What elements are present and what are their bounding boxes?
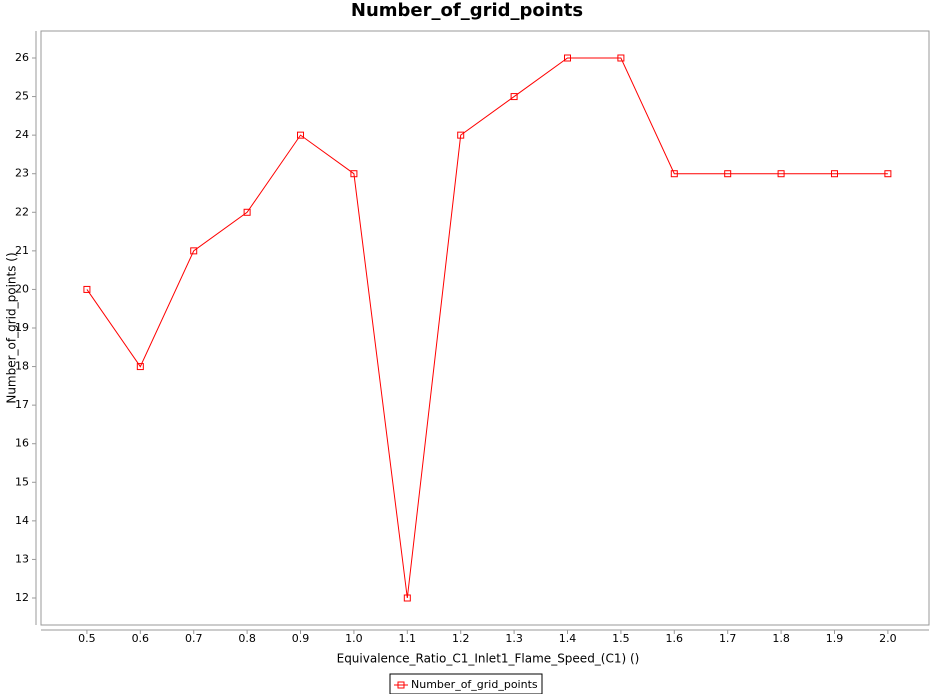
- x-tick-label: 1.7: [719, 632, 737, 645]
- legend-marker: [397, 681, 405, 689]
- point-marker: [190, 247, 198, 255]
- point-marker: [136, 363, 144, 371]
- x-tick-label: 2.0: [879, 632, 897, 645]
- point-marker: [830, 170, 838, 178]
- y-tick-label: 18: [15, 360, 29, 373]
- point-marker: [563, 54, 571, 62]
- point-marker: [777, 170, 785, 178]
- point-marker: [403, 594, 411, 602]
- point-marker: [83, 285, 91, 293]
- legend-box: [389, 673, 543, 694]
- y-tick-label: 24: [15, 128, 29, 141]
- point-marker: [884, 170, 892, 178]
- x-tick-label: 1.4: [559, 632, 577, 645]
- x-tick-label: 0.8: [238, 632, 256, 645]
- point-marker: [243, 208, 251, 216]
- y-tick-label: 13: [15, 552, 29, 565]
- point-marker: [510, 93, 518, 101]
- x-tick-label: 1.9: [826, 632, 844, 645]
- y-tick-label: 16: [15, 437, 29, 450]
- x-tick-label: 1.5: [612, 632, 630, 645]
- x-tick-label: 0.5: [78, 632, 96, 645]
- legend-label: Number_of_grid_points: [411, 678, 538, 691]
- y-tick-label: 15: [15, 475, 29, 488]
- x-axis-label: Equivalence_Ratio_C1_Inlet1_Flame_Speed_…: [337, 652, 640, 666]
- y-tick-label: 20: [15, 282, 29, 295]
- y-tick-label: 26: [15, 51, 29, 64]
- x-tick-label: 1.0: [345, 632, 363, 645]
- x-tick-label: 1.2: [452, 632, 470, 645]
- point-marker: [617, 54, 625, 62]
- y-tick-label: 19: [15, 321, 29, 334]
- y-tick-label: 14: [15, 514, 29, 527]
- x-tick-label: 1.3: [505, 632, 523, 645]
- y-tick-label: 17: [15, 398, 29, 411]
- x-tick-label: 0.7: [185, 632, 203, 645]
- point-marker: [724, 170, 732, 178]
- point-marker: [457, 131, 465, 139]
- y-tick-label: 12: [15, 591, 29, 604]
- series-line: [86, 57, 888, 599]
- x-tick-label: 1.8: [772, 632, 790, 645]
- y-tick-label: 22: [15, 205, 29, 218]
- y-tick-label: 25: [15, 90, 29, 103]
- y-tick-label: 21: [15, 244, 29, 257]
- y-tick-label: 23: [15, 167, 29, 180]
- point-marker: [297, 131, 305, 139]
- x-tick-label: 0.9: [292, 632, 310, 645]
- y-axis-label: Number_of_grid_points (): [5, 252, 19, 403]
- x-tick-label: 1.6: [666, 632, 684, 645]
- x-tick-label: 1.1: [399, 632, 417, 645]
- point-marker: [670, 170, 678, 178]
- point-marker: [350, 170, 358, 178]
- x-tick-label: 0.6: [132, 632, 150, 645]
- chart-title: Number_of_grid_points: [351, 0, 583, 21]
- plot-area: [40, 30, 930, 626]
